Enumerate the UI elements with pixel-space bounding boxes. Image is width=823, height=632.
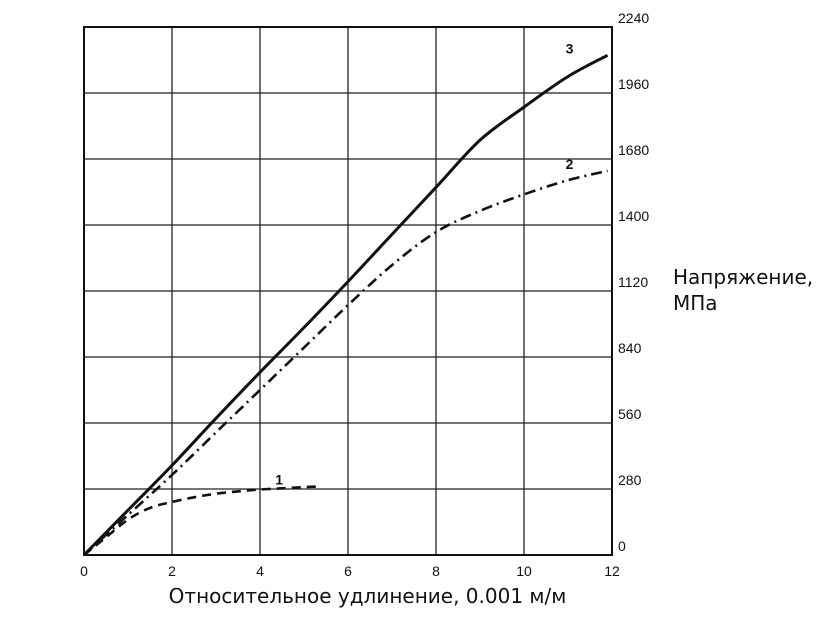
y-tick-label: 1960 xyxy=(618,76,649,92)
y-axis-label-line2: МПа xyxy=(673,291,718,315)
y-tick-label: 0 xyxy=(618,538,626,554)
y-tick-label: 1680 xyxy=(618,142,649,158)
grid xyxy=(83,26,613,556)
y-tick-label: 840 xyxy=(618,340,642,356)
y-tick-labels: 0 280 560 840 1120 1400 1680 1960 2240 xyxy=(618,10,649,554)
x-tick-labels: 0 2 4 6 8 10 12 xyxy=(80,563,620,579)
x-tick-label: 6 xyxy=(344,563,352,579)
x-tick-label: 2 xyxy=(168,563,176,579)
x-tick-label: 0 xyxy=(80,563,88,579)
y-tick-label: 1120 xyxy=(618,274,648,290)
x-axis-label: Относительное удлинение, 0.001 м/м xyxy=(168,584,567,608)
x-tick-label: 8 xyxy=(432,563,440,579)
y-tick-label: 2240 xyxy=(618,10,649,26)
series-1-line xyxy=(83,485,318,557)
y-tick-label: 280 xyxy=(618,472,642,488)
x-tick-label: 12 xyxy=(604,563,620,579)
series-3-line xyxy=(82,53,609,557)
y-tick-label: 560 xyxy=(618,406,642,422)
x-tick-label: 10 xyxy=(516,563,532,579)
x-tick-label: 4 xyxy=(256,563,264,579)
y-tick-label: 1400 xyxy=(618,208,649,224)
y-axis-label-line1: Напряжение, xyxy=(673,265,814,289)
plot-frame xyxy=(83,26,613,556)
series-3-label: 3 xyxy=(566,40,574,56)
series-1-label: 1 xyxy=(275,472,283,488)
series-2-label: 2 xyxy=(566,156,574,172)
series-labels: 1 2 3 xyxy=(275,40,573,487)
y-axis-label: Напряжение, МПа xyxy=(673,264,813,316)
series-lines xyxy=(82,53,609,557)
series-2-line xyxy=(83,169,608,556)
